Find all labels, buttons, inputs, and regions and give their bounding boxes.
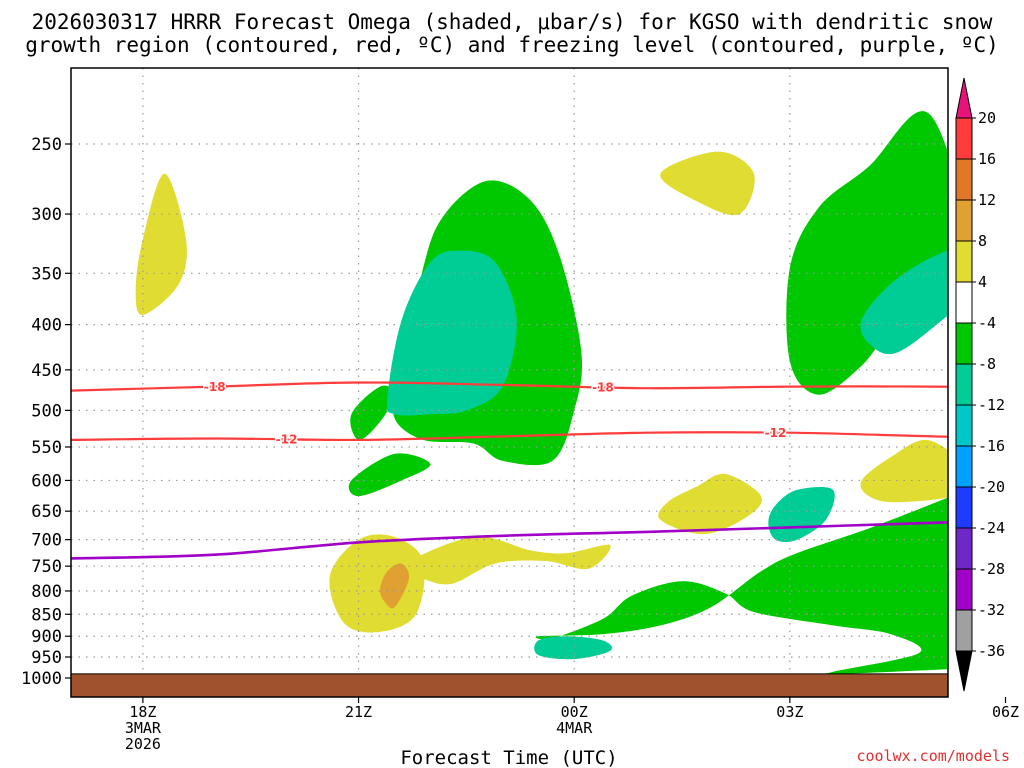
omega-region-2-7 [399,536,611,585]
colorbar-swatch-12 [955,609,973,652]
y-tick-label-500: 500 [31,401,62,421]
plot-area: -18-18-18-12-122503003504004505005506006… [21,67,1024,753]
colorbar-swatch-0 [955,117,973,160]
plot-interior: -18-18-18-12-12 [71,68,1024,697]
colorbar-label-12: 12 [978,191,996,209]
colorbar-swatch-8 [955,445,973,488]
omega-region-2-5 [860,439,948,503]
x-tick-label-9-0: 03Z [776,703,803,721]
freezing-level-line [71,521,948,560]
colorbar-label--20: -20 [978,478,1005,496]
credit-text: coolwx.com/models [856,747,1010,765]
omega-region-2-6 [329,534,425,633]
omega-region-0-7 [348,453,431,497]
omega-region-0-2 [786,111,948,395]
y-tick-label-450: 450 [31,361,62,381]
dgz-contour--18 [71,381,948,392]
ground-band [71,673,948,697]
omega-region-2-1 [660,151,755,216]
colorbar-label--32: -32 [978,601,1005,619]
dgz-contour--12 [71,431,948,442]
dgz-contour-label--12-0: -12 [276,433,298,447]
colorbar-label--8: -8 [978,355,996,373]
colorbar-swatch-5 [955,322,973,365]
x-tick-label-3-0: 21Z [345,703,372,721]
colorbar-bottom-arrow [955,650,973,692]
omega-region-3-0 [379,563,410,609]
omega-region-1-2 [768,487,835,542]
y-tick-label-700: 700 [31,531,62,551]
y-tick-label-600: 600 [31,471,62,491]
omega-region-1-1 [860,250,948,355]
y-tick-label-300: 300 [31,205,62,225]
x-tick-label-6-1: 4MAR [556,719,593,737]
dgz-contour-label--18-1: -18 [592,381,614,395]
colorbar-swatch-10 [955,527,973,570]
colorbar-label--12: -12 [978,396,1005,414]
colorbar-swatch-6 [955,363,973,406]
y-tick-label-900: 900 [31,627,62,647]
omega-region-0-1 [350,385,395,440]
x-axis-label: Forecast Time (UTC) [400,747,617,768]
x-tick-label-12-0: 06Z [992,703,1019,721]
y-tick-label-250: 250 [31,135,62,155]
x-tick-label-6-0: 00Z [561,703,588,721]
dgz-contour-label--18-0: -18 [204,380,226,394]
y-tick-label-850: 850 [31,605,62,625]
y-tick-label-400: 400 [31,316,62,336]
colorbar-top-arrow [955,77,973,119]
omega-region-1-3 [534,636,613,660]
colorbar-label-20: 20 [978,109,996,127]
y-tick-label-350: 350 [31,264,62,284]
omega-region-2-4 [658,473,762,535]
omega-region-2-0 [135,173,187,315]
colorbar-label--28: -28 [978,560,1005,578]
colorbar-swatch-11 [955,568,973,611]
x-tick-label-0-1: 3MAR [125,719,162,737]
y-tick-label-1000: 1000 [21,669,62,689]
omega-region-0-4 [535,497,948,675]
x-tick-label-0-2: 2026 [125,735,161,753]
colorbar-label-16: 16 [978,150,996,168]
y-tick-label-950: 950 [31,648,62,668]
x-tick-label-0-0: 18Z [129,703,156,721]
chart-title-line-2: growth region (contoured, red, ºC) and f… [25,33,999,57]
y-tick-label-650: 650 [31,502,62,522]
colorbar-swatch-9 [955,486,973,529]
colorbar-swatch-1 [955,158,973,201]
colorbar-swatch-3 [955,240,973,283]
omega-region-0-3 [1010,334,1024,422]
colorbar-label--4: -4 [978,314,996,332]
plot-frame [70,67,949,698]
y-tick-label-750: 750 [31,557,62,577]
omega-region-1-0 [386,250,517,416]
dgz-contour-label--12-1: -12 [765,426,787,440]
colorbar: 20 16 12 8 4 -4 -8 -12 -16 -20 -24 -28 -32 -36 [955,77,1005,692]
chart-title-line-1: 2026030317 HRRR Forecast Omega (shaded, … [32,10,993,34]
colorbar-swatch-7 [955,404,973,447]
colorbar-label--36: -36 [978,642,1005,660]
colorbar-label-8: 8 [978,232,987,250]
y-tick-label-550: 550 [31,438,62,458]
colorbar-swatch-4 [955,281,973,324]
colorbar-label--16: -16 [978,437,1005,455]
y-tick-label-800: 800 [31,582,62,602]
colorbar-swatch-2 [955,199,973,242]
colorbar-label--24: -24 [978,519,1005,537]
colorbar-label-4: 4 [978,273,987,291]
